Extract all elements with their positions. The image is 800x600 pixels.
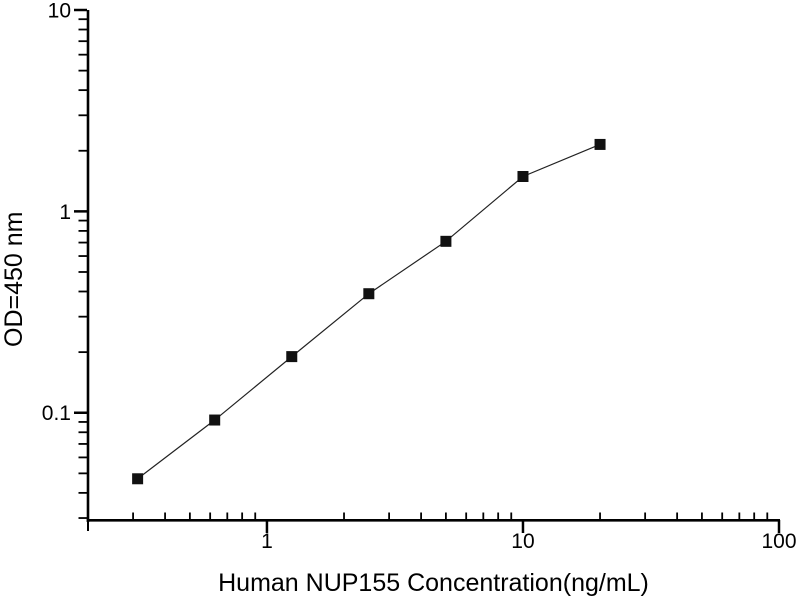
y-tick-label: 0.1 <box>42 402 71 425</box>
data-point-marker <box>440 235 452 247</box>
x-tick-label: 1 <box>261 530 273 553</box>
data-point-marker <box>594 138 606 150</box>
series-line <box>137 143 601 480</box>
data-point-marker <box>209 414 221 426</box>
data-point-marker <box>132 473 144 485</box>
y-axis-title: OD=450 nm <box>0 211 28 348</box>
data-point-marker <box>286 351 298 363</box>
y-tick-label: 10 <box>48 0 71 23</box>
data-point-marker <box>363 288 375 300</box>
data-point-marker <box>517 170 529 182</box>
y-tick-label: 1 <box>59 201 71 224</box>
x-axis-title: Human NUP155 Concentration(ng/mL) <box>218 569 649 597</box>
x-tick-label: 100 <box>761 530 796 553</box>
x-tick-label: 10 <box>511 530 534 553</box>
